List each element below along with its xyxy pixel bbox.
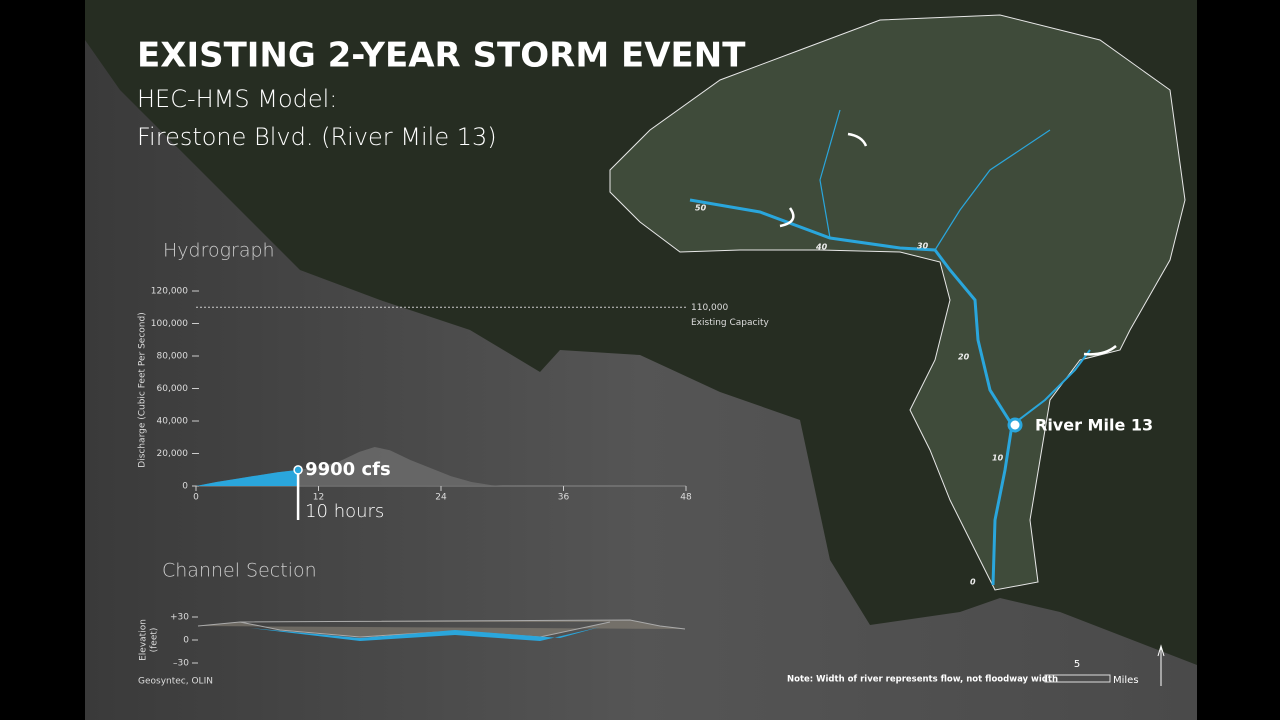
y-tick-label: 40,000	[157, 417, 189, 427]
rivers	[689, 109, 1091, 586]
source: Geosyntec, OLIN	[138, 677, 213, 687]
mile-label: 50	[695, 204, 707, 213]
x-tick-label: 48	[680, 493, 692, 503]
note: Note: Width of river represents flow, no…	[787, 675, 1058, 685]
subtitle: HEC-HMS Model:	[137, 85, 337, 113]
watershed	[609, 14, 1186, 591]
mile-label: 0	[970, 578, 976, 587]
location-label: River Mile 13	[1035, 416, 1153, 435]
y-tick-label: +30	[170, 613, 189, 623]
title: EXISTING 2-YEAR STORM EVENT	[137, 36, 746, 76]
reservoir	[847, 132, 868, 147]
capacity-value: 110,000	[691, 303, 728, 313]
y-tick-label: 60,000	[157, 384, 189, 394]
tributary	[934, 129, 1051, 251]
chart-title: Hydrograph	[163, 240, 275, 262]
y-tick-label: 0	[182, 482, 188, 492]
channel-water	[250, 627, 600, 641]
current-time: 10 hours	[305, 501, 384, 522]
subtitle: Firestone Blvd. (River Mile 13)	[137, 123, 497, 151]
tributary	[1011, 349, 1091, 426]
x-tick-label: 36	[558, 493, 570, 503]
y-tick-label: 100,000	[151, 319, 188, 329]
north-arrow	[1157, 644, 1165, 686]
x-tick-label: 0	[193, 493, 199, 503]
y-axis-label: Elevation	[139, 619, 149, 661]
mile-label: 30	[917, 242, 929, 251]
capacity-label: Existing Capacity	[691, 318, 770, 328]
reservoir	[779, 207, 795, 228]
mile-label: 40	[815, 243, 828, 252]
reservoir	[1083, 345, 1117, 356]
y-axis-label: Discharge (Cubic Feet Per Second)	[138, 312, 148, 467]
ocean	[85, 40, 1197, 720]
chart-title: Channel Section	[162, 560, 317, 582]
mile-label: 20	[958, 353, 970, 362]
y-tick-label: 120,000	[151, 287, 188, 297]
y-axis-label: (feet)	[150, 628, 160, 653]
current-point	[293, 465, 303, 475]
tributary	[819, 109, 841, 239]
current-value: 9900 cfs	[305, 459, 391, 480]
scale-bar	[1044, 674, 1111, 683]
y-tick-label: –30	[173, 659, 189, 669]
mile-label: 10	[992, 454, 1004, 463]
scale-value: 5	[1074, 659, 1080, 670]
y-tick-label: 20,000	[157, 449, 189, 459]
location-marker	[1007, 417, 1023, 433]
scale-unit: Miles	[1113, 675, 1139, 686]
x-tick-label: 24	[435, 493, 447, 503]
y-tick-label: 80,000	[157, 352, 189, 362]
hydrograph-area	[196, 469, 299, 486]
y-tick-label: 0	[183, 636, 189, 646]
x-tick-label: 12	[313, 493, 324, 503]
